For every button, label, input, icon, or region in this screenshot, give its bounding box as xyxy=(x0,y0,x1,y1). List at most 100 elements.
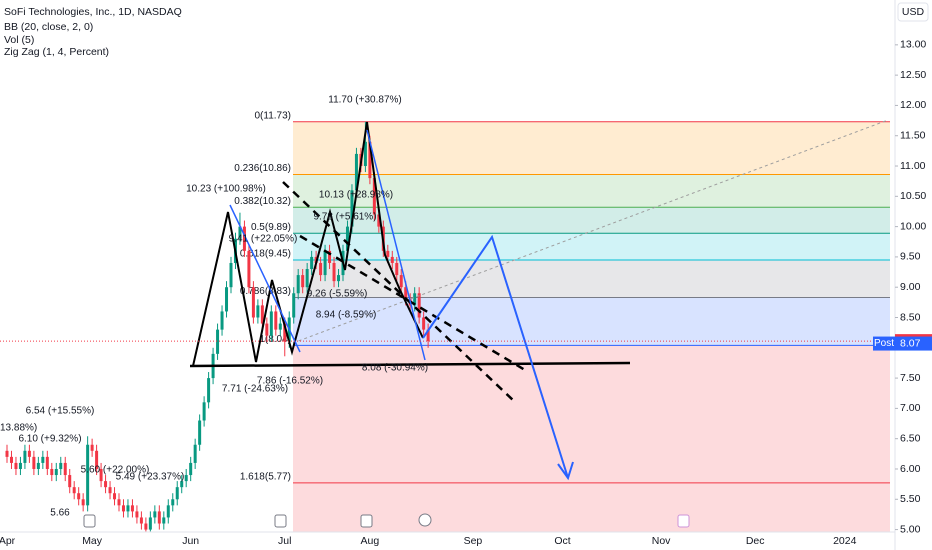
candle-body xyxy=(274,311,278,330)
zigzag-label: 13.88%) xyxy=(0,423,37,434)
drawings xyxy=(189,119,889,481)
zigzag-label: 8.08 (-30.94%) xyxy=(362,363,428,374)
y-tick-label: 10.50 xyxy=(900,190,926,202)
fib-label: 1(8.04) xyxy=(259,334,291,345)
candle-body xyxy=(207,378,211,403)
earnings-icon[interactable] xyxy=(83,514,96,528)
candle-body xyxy=(310,256,314,270)
post-tag xyxy=(873,336,895,351)
fib-label: 0.382(10.32) xyxy=(234,196,291,207)
dashed-trend xyxy=(282,181,516,403)
candle-body xyxy=(426,329,430,342)
candle-body xyxy=(27,450,31,457)
y-tick-label: 12.50 xyxy=(900,69,926,81)
candle-body xyxy=(139,517,143,524)
y-tick-label: 11.50 xyxy=(900,130,926,142)
fib-label: 0(11.73) xyxy=(254,110,291,121)
zigzag-label: 9.41 (+22.05%) xyxy=(229,234,298,245)
indicator: BB (20, close, 2, 0) xyxy=(4,21,93,33)
candle-body xyxy=(18,462,22,469)
candle-body xyxy=(305,269,309,288)
candle-body xyxy=(157,511,161,524)
y-tick-label: 6.50 xyxy=(900,432,921,444)
x-tick-label: Oct xyxy=(554,535,570,547)
fib-zone xyxy=(293,259,890,298)
candle-body xyxy=(193,444,197,463)
fib-label: 0.786(8.83) xyxy=(240,286,291,297)
projection xyxy=(422,234,569,479)
trend-dashed xyxy=(292,119,889,344)
y-tick-label: 8.50 xyxy=(900,311,921,323)
earnings-icon[interactable] xyxy=(274,514,287,528)
zigzag-label: 5.49 (+23.37%) xyxy=(116,472,185,483)
event-icons xyxy=(83,513,690,528)
candle-body xyxy=(41,456,45,463)
candle-body xyxy=(256,305,260,318)
candle-body xyxy=(225,287,229,312)
x-tick-label: Sep xyxy=(464,535,483,547)
earnings-icon[interactable] xyxy=(360,514,373,528)
x-tick-label: Aug xyxy=(361,535,380,547)
candle-body xyxy=(417,293,421,318)
candle-body xyxy=(372,178,376,215)
candle-body xyxy=(113,493,117,500)
x-tick-label: Nov xyxy=(652,535,671,547)
zigzag-label: 8.94 (-8.59%) xyxy=(316,310,377,321)
candle-body xyxy=(104,481,108,488)
y-tick-label: 12.00 xyxy=(900,99,926,111)
candle-body xyxy=(14,462,18,469)
zigzag-label: 10.13 (+28.98%) xyxy=(319,190,393,201)
candle-body xyxy=(162,517,166,524)
candle-body xyxy=(220,311,224,330)
candle-body xyxy=(99,468,103,482)
candle-body xyxy=(242,226,246,251)
candle-body xyxy=(54,468,58,476)
x-tick-label: Jul xyxy=(278,535,291,547)
candle-body xyxy=(166,505,170,518)
candle-body xyxy=(390,256,394,263)
candle-body xyxy=(260,305,264,324)
candle-body xyxy=(63,462,67,476)
candle-body xyxy=(86,444,90,506)
candle-body xyxy=(269,311,273,336)
candle-body xyxy=(130,505,134,512)
split-icon[interactable] xyxy=(418,513,432,527)
y-tick-label: 9.50 xyxy=(900,251,921,263)
candle-body xyxy=(9,456,13,463)
y-tick-label: 9.00 xyxy=(900,281,921,293)
x-tick-label: Jun xyxy=(182,535,199,547)
x-tick-label: Apr xyxy=(0,535,16,547)
candle-body xyxy=(404,287,408,300)
fib-label: 0.618(9.45) xyxy=(240,249,291,260)
post-price-tag xyxy=(895,336,932,351)
candle-body xyxy=(422,317,426,330)
earnings-icon[interactable] xyxy=(677,514,690,528)
candle-body xyxy=(121,505,125,512)
trend-blue xyxy=(366,129,426,361)
post-label: Post xyxy=(874,338,894,349)
candle-body xyxy=(386,250,390,257)
zigzag-label: 10.23 (+100.98%) xyxy=(186,184,266,195)
post-price: 8.07 xyxy=(900,337,921,349)
candle-body xyxy=(50,468,54,476)
candle-body xyxy=(32,456,36,469)
candle-body xyxy=(108,487,112,494)
zigzag-label: 6.54 (+15.55%) xyxy=(26,406,95,417)
y-tick-label: 5.50 xyxy=(900,493,921,505)
candle-body xyxy=(81,499,85,506)
candle-body xyxy=(350,190,354,227)
candle-body xyxy=(216,329,220,354)
candle-body xyxy=(292,293,296,318)
zigzag-label: 5.60 (+22.00%) xyxy=(81,465,150,476)
candle-body xyxy=(368,141,372,179)
candle-body xyxy=(363,141,367,167)
zigzag-label: 7.86 (-16.52%) xyxy=(257,376,323,387)
fib-label: 0.236(10.86) xyxy=(234,163,291,174)
fib-zone xyxy=(293,345,890,483)
zigzag-label: 11.70 (+30.87%) xyxy=(328,95,401,106)
currency-box[interactable] xyxy=(897,2,929,22)
candle-body xyxy=(117,499,121,506)
candle-body xyxy=(36,462,40,469)
x-tick-label: Dec xyxy=(746,535,765,547)
